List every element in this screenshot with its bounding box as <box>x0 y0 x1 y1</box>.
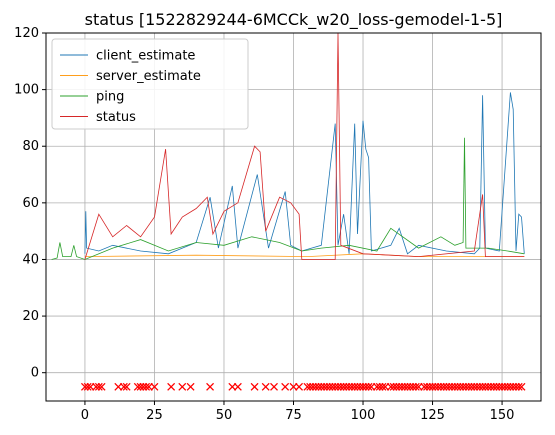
loss-marker <box>122 382 131 391</box>
loss-marker <box>94 382 103 391</box>
y-tick-label: 0 <box>31 366 39 381</box>
loss-marker <box>233 382 242 391</box>
loss-marker <box>250 382 259 391</box>
loss-marker <box>97 382 106 391</box>
loss-marker <box>364 382 373 391</box>
loss-marker <box>514 382 523 391</box>
loss-marker <box>150 382 159 391</box>
x-tick-label: 150 <box>490 408 515 423</box>
loss-marker <box>281 382 290 391</box>
chart-title: status [1522829244-6MCCk_w20_loss-gemode… <box>85 10 503 30</box>
x-tick-label: 100 <box>351 408 376 423</box>
series-line-ping <box>51 137 525 260</box>
series-line-server-estimate <box>84 253 525 258</box>
loss-marker <box>83 382 92 391</box>
x-tick-label: 0 <box>81 408 89 423</box>
loss-marker <box>167 382 176 391</box>
y-tick-label: 60 <box>22 196 39 211</box>
plot-area <box>51 33 526 391</box>
legend-label: status <box>96 110 136 125</box>
y-tick-label: 20 <box>22 309 39 324</box>
y-tick-label: 80 <box>22 139 39 154</box>
legend-label: client_estimate <box>96 49 195 64</box>
x-tick-label: 125 <box>420 408 445 423</box>
loss-marker <box>270 382 278 391</box>
x-tick-label: 25 <box>146 408 163 423</box>
loss-marker <box>119 382 128 391</box>
y-tick-label: 100 <box>14 83 39 98</box>
legend-box <box>51 38 249 130</box>
y-tick-label: 40 <box>22 252 39 267</box>
loss-marker <box>178 382 187 391</box>
y-tick-label: 120 <box>14 26 39 41</box>
x-tick-label: 50 <box>216 408 233 423</box>
series-group <box>51 33 526 391</box>
loss-marker <box>142 382 151 391</box>
series-line-status <box>84 33 525 260</box>
loss-marker <box>295 382 304 391</box>
loss-marker <box>206 382 215 391</box>
legend-label: server_estimate <box>96 69 201 84</box>
loss-marker <box>517 382 526 391</box>
x-tick-label: 75 <box>285 408 302 423</box>
legend-label: ping <box>96 90 124 105</box>
loss-marker <box>261 382 270 391</box>
ticks: 0 25 50 75 100 125 150 0 20 40 60 80 100 120 <box>14 26 514 423</box>
loss-marker <box>378 382 387 391</box>
series-line-client-estimate <box>84 92 525 255</box>
loss-marker <box>411 382 420 391</box>
loss-marker <box>186 382 195 391</box>
